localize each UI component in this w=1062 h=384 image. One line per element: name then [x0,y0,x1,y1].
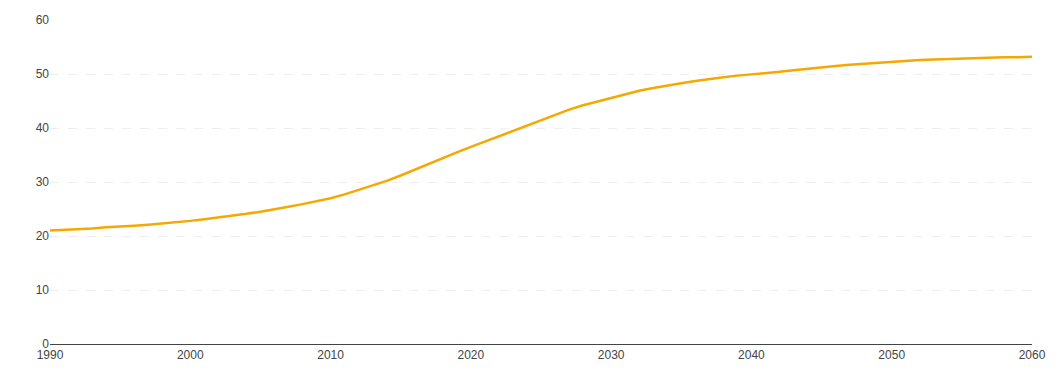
svg-text:30: 30 [36,175,50,189]
svg-text:2020: 2020 [458,348,485,362]
svg-text:40: 40 [36,121,50,135]
svg-text:2060: 2060 [1019,348,1046,362]
svg-text:2030: 2030 [598,348,625,362]
svg-text:50: 50 [36,67,50,81]
svg-text:20: 20 [36,229,50,243]
svg-text:2000: 2000 [177,348,204,362]
svg-text:2010: 2010 [317,348,344,362]
svg-text:10: 10 [36,283,50,297]
svg-text:1990: 1990 [37,348,64,362]
svg-text:0: 0 [42,337,49,351]
svg-text:2040: 2040 [738,348,765,362]
svg-text:60: 60 [36,13,50,27]
svg-text:2050: 2050 [878,348,905,362]
